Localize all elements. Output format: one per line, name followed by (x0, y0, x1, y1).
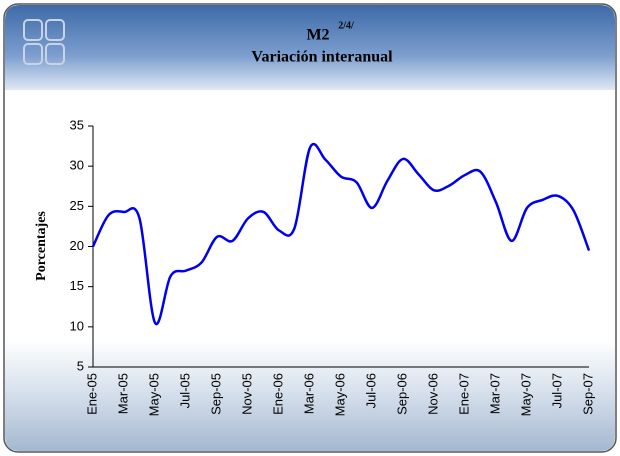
title-superscript: 2/4/ (338, 20, 354, 31)
x-tick-label: Mar-06 (301, 373, 316, 414)
x-tick-label: Mar-05 (115, 373, 130, 414)
x-tick-label: Jul-06 (363, 373, 378, 408)
y-axis-label: Porcentajes (34, 211, 49, 281)
x-tick-label: Nov-05 (239, 373, 254, 415)
y-tick-label: 10 (70, 318, 84, 333)
x-tick-label: Mar-07 (487, 373, 502, 414)
slide: M2 2/4/ Variación interanual Porcentajes… (0, 0, 620, 456)
y-tick-label: 5 (77, 358, 84, 373)
x-tick-label: Sep-07 (580, 373, 595, 415)
x-tick-label: Sep-06 (394, 373, 409, 415)
y-tick-label: 35 (70, 117, 84, 132)
x-tick-label: May-07 (518, 373, 533, 416)
y-tick-label: 15 (70, 278, 84, 293)
x-tick-label: Ene-06 (270, 373, 285, 415)
x-tick-label: Jul-05 (177, 373, 192, 408)
x-tick-label: May-05 (146, 373, 161, 416)
x-tick-label: Ene-07 (456, 373, 471, 415)
x-tick-label: Jul-07 (549, 373, 564, 408)
x-tick-label: Nov-06 (425, 373, 440, 415)
y-tick-label: 20 (70, 238, 84, 253)
chart-subtitle: Variación interanual (251, 49, 393, 66)
x-tick-label: Ene-05 (84, 373, 99, 415)
y-tick-label: 25 (70, 198, 84, 213)
x-tick-label: May-06 (332, 373, 347, 416)
y-tick-label: 30 (70, 158, 84, 173)
x-tick-label: Sep-05 (208, 373, 223, 415)
header-band (5, 5, 615, 90)
chart-title: M2 (306, 27, 329, 44)
